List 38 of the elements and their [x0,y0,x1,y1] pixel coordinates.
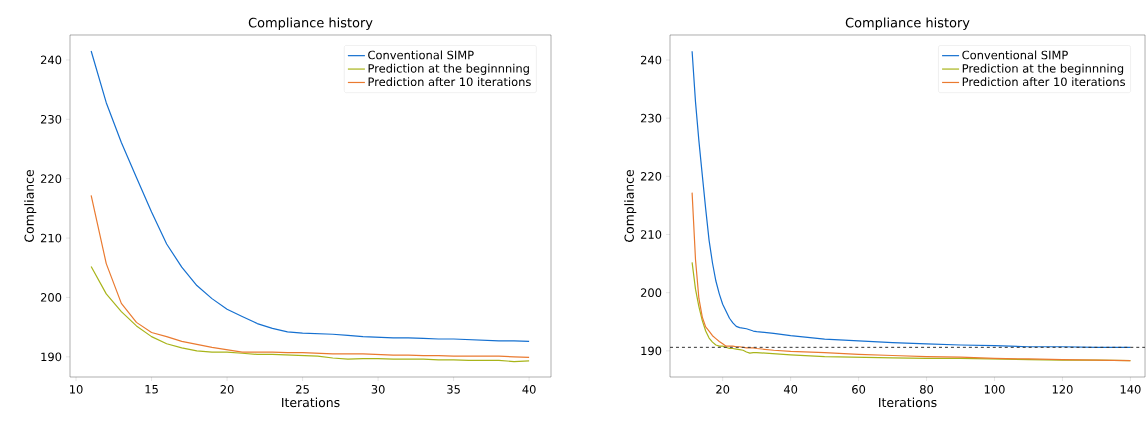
x-tick-label: 20 [220,385,234,394]
y-tick-label: 200 [40,293,62,302]
y-tick-label: 220 [640,172,662,181]
y-tick-label: 220 [40,174,62,184]
x-tick-label: 10 [70,385,83,394]
x-axis-title: Iterations [282,397,340,408]
x-tick-label: 80 [920,385,934,394]
x-tick-label: 40 [783,385,798,394]
legend-label: Prediction at the beginnning [368,63,529,75]
x-tick-label: 30 [371,385,385,394]
y-tick-label: 230 [40,114,62,124]
y-tick-label: 190 [641,346,662,356]
y-tick-label: 210 [640,230,662,239]
legend-label: Conventional SIMP [368,50,474,60]
x-tick-label: 100 [984,385,1005,394]
x-axis-title: Iterations [879,397,937,408]
legend-label: Prediction after 10 iterations [368,77,531,87]
x-tick-label: 60 [852,385,866,394]
x-tick-label: 25 [296,385,309,394]
y-tick-label: 240 [40,55,62,65]
legend-label: Prediction after 10 iterations [962,77,1126,87]
x-tick-label: 15 [145,385,158,394]
x-tick-label: 120 [1052,385,1073,394]
x-tick-label: 40 [522,385,536,394]
x-tick-label: 140 [1120,385,1141,394]
y-tick-label: 230 [640,113,662,123]
y-tick-label: 190 [41,352,62,362]
chart-title: Compliance history [248,17,373,30]
y-tick-label: 200 [640,288,662,297]
chart-title: Compliance history [845,17,970,30]
x-tick-label: 20 [716,385,730,394]
y-axis-title: Compliance [24,170,37,242]
y-axis-title: Compliance [624,170,637,242]
legend-label: Conventional SIMP [962,50,1068,60]
legend-label: Prediction at the beginnning [962,63,1124,75]
x-tick-label: 35 [447,385,460,394]
y-tick-label: 240 [640,55,662,65]
y-tick-label: 210 [40,233,62,243]
